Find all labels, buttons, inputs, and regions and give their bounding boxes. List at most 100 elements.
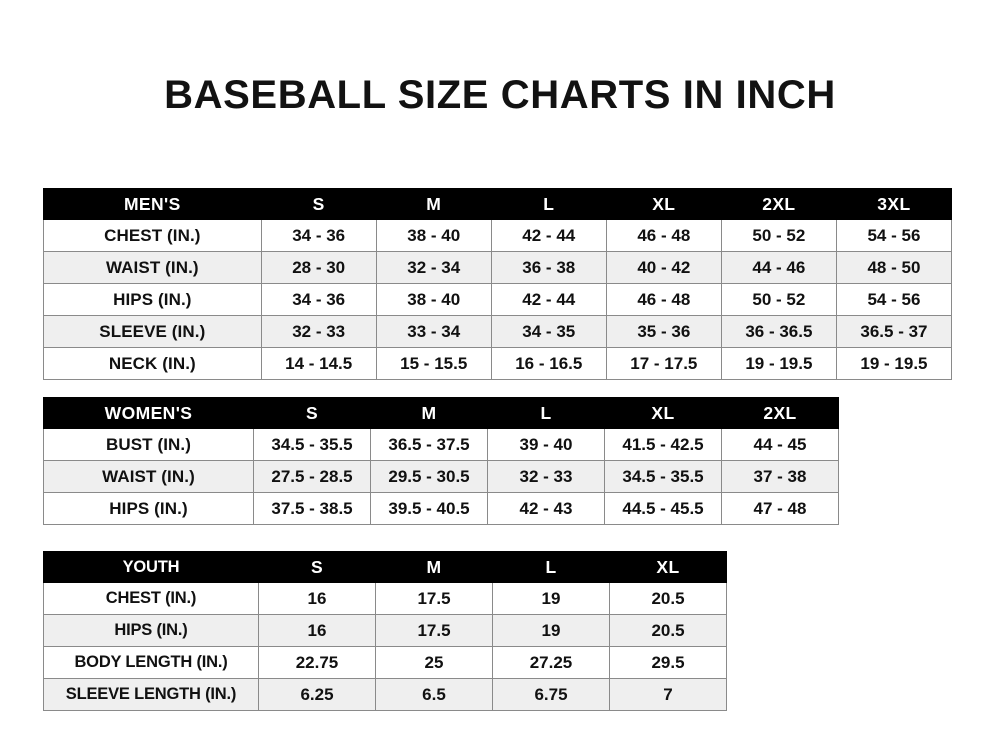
measurement-cell: 32 - 33 xyxy=(487,460,605,493)
measurement-cell: 39.5 - 40.5 xyxy=(370,492,488,525)
column-header-xl: XL xyxy=(605,188,722,220)
row-label: CHEST (IN.) xyxy=(43,219,262,252)
column-header-l: L xyxy=(492,551,610,583)
row-label: WAIST (IN.) xyxy=(43,251,262,284)
measurement-cell: 40 - 42 xyxy=(605,251,722,284)
table-header-row: WOMEN'S S M L XL 2XL xyxy=(43,397,839,429)
column-header-l: L xyxy=(487,397,605,429)
measurement-cell: 14 - 14.5 xyxy=(260,347,377,380)
column-header-xl: XL xyxy=(604,397,722,429)
measurement-cell: 50 - 52 xyxy=(720,283,837,316)
measurement-cell: 36 - 36.5 xyxy=(720,315,837,348)
measurement-cell: 6.75 xyxy=(492,678,610,711)
row-label: SLEEVE LENGTH (IN.) xyxy=(43,678,259,711)
measurement-cell: 19 xyxy=(492,614,610,647)
measurement-cell: 28 - 30 xyxy=(260,251,377,284)
measurement-cell: 36.5 - 37.5 xyxy=(370,428,488,461)
mens-table-body: CHEST (IN.) 34 - 36 38 - 40 42 - 44 46 - 48 5… xyxy=(43,219,953,380)
womens-table-body: BUST (IN.) 34.5 - 35.5 36.5 - 37.5 39 - 40 4… xyxy=(43,428,839,525)
table-row: HIPS (IN.) 34 - 36 38 - 40 42 - 44 46 - 48 50… xyxy=(43,283,953,316)
measurement-cell: 7 xyxy=(609,678,727,711)
mens-header-category: MEN'S xyxy=(43,188,262,220)
measurement-cell: 19 - 19.5 xyxy=(720,347,837,380)
row-label: HIPS (IN.) xyxy=(43,492,254,525)
table-row: HIPS (IN.) 16 17.5 19 20.5 xyxy=(43,614,727,647)
measurement-cell: 37 - 38 xyxy=(721,460,839,493)
measurement-cell: 38 - 40 xyxy=(375,283,492,316)
youth-size-table: YOUTH S M L XL CHEST (IN.) 16 17.5 19 20.5 HIPS (… xyxy=(43,551,727,711)
measurement-cell: 42 - 43 xyxy=(487,492,605,525)
measurement-cell: 54 - 56 xyxy=(835,283,953,316)
womens-header-category: WOMEN'S xyxy=(43,397,254,429)
column-header-s: S xyxy=(258,551,376,583)
measurement-cell: 44 - 46 xyxy=(720,251,837,284)
measurement-cell: 6.5 xyxy=(375,678,493,711)
column-header-m: M xyxy=(375,188,492,220)
row-label: HIPS (IN.) xyxy=(43,614,259,647)
measurement-cell: 54 - 56 xyxy=(835,219,953,252)
row-label: BODY LENGTH (IN.) xyxy=(43,646,259,679)
table-row: CHEST (IN.) 34 - 36 38 - 40 42 - 44 46 - 48 5… xyxy=(43,219,953,252)
measurement-cell: 50 - 52 xyxy=(720,219,837,252)
measurement-cell: 33 - 34 xyxy=(375,315,492,348)
measurement-cell: 32 - 34 xyxy=(375,251,492,284)
column-header-s: S xyxy=(253,397,371,429)
measurement-cell: 17.5 xyxy=(375,614,493,647)
column-header-2xl: 2XL xyxy=(720,188,837,220)
table-row: SLEEVE LENGTH (IN.) 6.25 6.5 6.75 7 xyxy=(43,678,727,711)
measurement-cell: 36.5 - 37 xyxy=(835,315,953,348)
column-header-2xl: 2XL xyxy=(721,397,839,429)
measurement-cell: 37.5 - 38.5 xyxy=(253,492,371,525)
measurement-cell: 15 - 15.5 xyxy=(375,347,492,380)
measurement-cell: 46 - 48 xyxy=(605,219,722,252)
row-label: NECK (IN.) xyxy=(43,347,262,380)
column-header-l: L xyxy=(490,188,607,220)
measurement-cell: 19 xyxy=(492,582,610,615)
youth-table-body: CHEST (IN.) 16 17.5 19 20.5 HIPS (IN.) 16 17.5 1… xyxy=(43,582,727,711)
mens-table-header: MEN'S S M L XL 2XL 3XL xyxy=(43,188,953,220)
measurement-cell: 32 - 33 xyxy=(260,315,377,348)
column-header-s: S xyxy=(260,188,377,220)
table-row: HIPS (IN.) 37.5 - 38.5 39.5 - 40.5 42 - 43 4… xyxy=(43,492,839,525)
measurement-cell: 29.5 - 30.5 xyxy=(370,460,488,493)
measurement-cell: 44.5 - 45.5 xyxy=(604,492,722,525)
measurement-cell: 27.25 xyxy=(492,646,610,679)
measurement-cell: 27.5 - 28.5 xyxy=(253,460,371,493)
table-header-row: MEN'S S M L XL 2XL 3XL xyxy=(43,188,953,220)
measurement-cell: 41.5 - 42.5 xyxy=(604,428,722,461)
measurement-cell: 6.25 xyxy=(258,678,376,711)
table-row: SLEEVE (IN.) 32 - 33 33 - 34 34 - 35 35 - 36… xyxy=(43,315,953,348)
measurement-cell: 17.5 xyxy=(375,582,493,615)
measurement-cell: 47 - 48 xyxy=(721,492,839,525)
measurement-cell: 34 - 36 xyxy=(260,219,377,252)
measurement-cell: 38 - 40 xyxy=(375,219,492,252)
youth-table-header: YOUTH S M L XL xyxy=(43,551,727,583)
measurement-cell: 22.75 xyxy=(258,646,376,679)
column-header-3xl: 3XL xyxy=(835,188,953,220)
measurement-cell: 25 xyxy=(375,646,493,679)
measurement-cell: 20.5 xyxy=(609,582,727,615)
measurement-cell: 29.5 xyxy=(609,646,727,679)
table-row: WAIST (IN.) 28 - 30 32 - 34 36 - 38 40 - 42 4… xyxy=(43,251,953,284)
measurement-cell: 19 - 19.5 xyxy=(835,347,953,380)
measurement-cell: 16 - 16.5 xyxy=(490,347,607,380)
measurement-cell: 46 - 48 xyxy=(605,283,722,316)
column-header-m: M xyxy=(375,551,493,583)
row-label: BUST (IN.) xyxy=(43,428,254,461)
measurement-cell: 39 - 40 xyxy=(487,428,605,461)
womens-table-header: WOMEN'S S M L XL 2XL xyxy=(43,397,839,429)
measurement-cell: 34.5 - 35.5 xyxy=(604,460,722,493)
measurement-cell: 48 - 50 xyxy=(835,251,953,284)
page-title: BASEBALL SIZE CHARTS IN INCH xyxy=(164,73,836,117)
womens-size-table: WOMEN'S S M L XL 2XL BUST (IN.) 34.5 - 35.5 36.… xyxy=(43,397,839,525)
measurement-cell: 42 - 44 xyxy=(490,283,607,316)
column-header-xl: XL xyxy=(609,551,727,583)
row-label: SLEEVE (IN.) xyxy=(43,315,262,348)
row-label: CHEST (IN.) xyxy=(43,582,259,615)
measurement-cell: 20.5 xyxy=(609,614,727,647)
row-label: WAIST (IN.) xyxy=(43,460,254,493)
table-row: WAIST (IN.) 27.5 - 28.5 29.5 - 30.5 32 - 33… xyxy=(43,460,839,493)
table-row: CHEST (IN.) 16 17.5 19 20.5 xyxy=(43,582,727,615)
table-header-row: YOUTH S M L XL xyxy=(43,551,727,583)
